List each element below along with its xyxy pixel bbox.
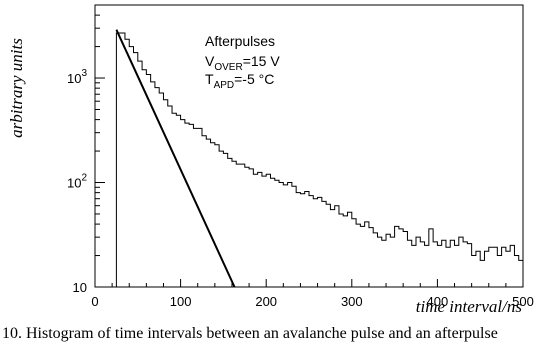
y-tick-label: 102 [67, 173, 87, 191]
fit-line [115, 29, 236, 288]
voltage-value: =15 V [243, 53, 281, 69]
x-tick-label: 500 [512, 294, 534, 309]
x-tick-label: 100 [170, 294, 192, 309]
x-tick-label: 400 [427, 294, 449, 309]
temperature-symbol: T [205, 71, 214, 87]
x-axis-title: time interval/ns [416, 297, 523, 316]
y-tick-label: 10 [73, 280, 87, 295]
y-axis-title: arbitrary units [7, 38, 26, 138]
temperature-value: =-5 °C [234, 71, 274, 87]
voltage-subscript: OVER [214, 62, 242, 73]
x-tick-label: 300 [341, 294, 363, 309]
y-axis: 10 102 103 [67, 4, 105, 295]
annotation-voltage: VOVER=15 V [205, 53, 280, 73]
plot-frame [94, 4, 524, 288]
figure-caption: 10. Histogram of time intervals between … [2, 325, 498, 342]
annotation-title: Afterpulses [205, 33, 275, 49]
histogram-series [115, 32, 524, 287]
x-tick-label: 200 [255, 294, 277, 309]
x-tick-label: 0 [91, 294, 98, 309]
annotation-temperature: TAPD=-5 °C [205, 71, 274, 91]
y-tick-label: 103 [67, 68, 87, 86]
voltage-symbol: V [205, 53, 215, 69]
x-axis: 0 100 200 300 400 500 [91, 279, 534, 309]
temperature-subscript: APD [214, 80, 235, 91]
